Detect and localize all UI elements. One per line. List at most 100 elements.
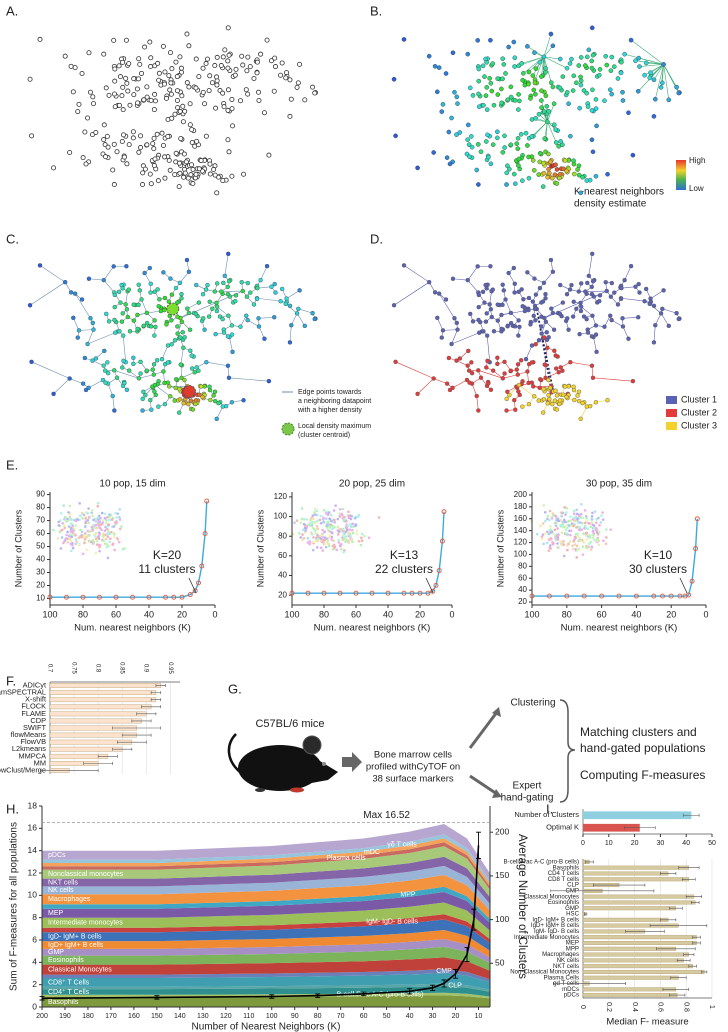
point [470,319,476,324]
point [630,378,636,384]
inset-dot [111,543,114,547]
knn-edge [630,39,664,65]
point [628,37,634,43]
inset-dot [301,528,305,532]
point [245,54,251,60]
inset-dot [316,533,319,537]
x-tick-label: 1 [708,1005,715,1009]
point [526,81,531,87]
point [666,97,672,103]
inset-dot [357,539,361,543]
point [124,161,130,167]
knn-edge [534,56,545,80]
inset-dot [73,518,76,522]
cluster-edge [395,361,434,379]
error-bar [131,719,152,723]
point [647,301,652,307]
point [642,299,647,304]
cluster-edge [621,286,636,289]
y2-tick-label: 150 [495,870,509,880]
marker [425,590,431,596]
point [230,349,235,355]
inset-dot [341,538,345,542]
point [82,129,88,135]
density-edge [228,377,269,382]
point [255,285,260,291]
point [415,391,420,397]
point [526,295,532,301]
legend-swatch [666,409,677,417]
point [162,380,167,386]
knn-edge [543,33,552,57]
inset-dot [327,544,331,548]
inset-dot [106,556,110,560]
point [140,170,146,176]
inset-dot [599,521,603,524]
point [262,336,267,341]
point [578,74,583,80]
point [499,312,504,318]
point [164,322,169,327]
inset-dot [97,531,101,534]
point [162,69,168,75]
point [546,393,551,398]
inset-dot [311,520,315,524]
point [226,251,231,257]
point [169,292,175,297]
point [155,178,161,184]
inset-dot [591,529,595,533]
bar [49,718,142,724]
point [603,280,608,285]
point [174,74,180,80]
point [198,158,204,164]
point [287,113,293,119]
point [207,299,212,304]
point [511,171,517,177]
inset-dot [347,514,351,518]
point [554,167,560,172]
inset-dot [597,539,601,543]
error-bar [315,993,321,998]
inset-dot [350,538,353,541]
point [491,329,497,334]
inset-dot [350,537,354,541]
inset-dot [342,550,345,554]
inset-dot [348,535,352,539]
point [215,281,220,286]
inset-dot [100,528,103,532]
y-tick-label: 120 [514,538,528,547]
inset-dot [103,517,107,520]
inset-dot [576,518,579,522]
y-tick-label: 100 [274,512,288,521]
inset-dot [96,505,100,508]
area [42,930,490,958]
point [486,380,491,386]
inset-dot [354,515,358,519]
inset-dot [341,507,345,511]
inset-dot [341,517,345,521]
inset-dot [86,511,90,515]
point [484,286,489,291]
point [636,315,641,320]
inset-dot [560,514,563,518]
point [173,150,179,156]
inset-dot [96,536,100,539]
point [635,88,641,94]
density-edge [181,371,195,379]
inset-dot [574,519,577,522]
point [550,175,555,181]
error-bar [476,831,482,859]
point [168,276,173,281]
panel-label: I. [546,801,553,816]
point [544,330,549,335]
point [512,290,517,295]
error-bar [154,995,160,1000]
y-tick-label: 40 [278,571,287,580]
inset-dot [344,529,348,533]
inset-dot [75,519,78,522]
inset-dot [594,521,598,525]
marker [179,594,185,600]
annotation: K=10 [644,548,673,562]
point [581,314,587,319]
x-tick-label: 60 [597,609,607,619]
